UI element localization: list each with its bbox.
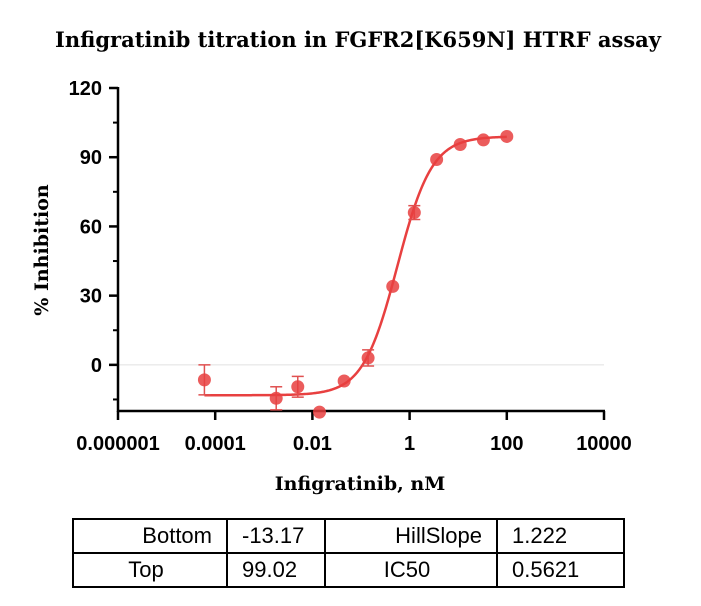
x-tick-label: 1: [404, 433, 415, 455]
data-point: [361, 351, 375, 365]
data-point: [476, 133, 490, 147]
param-name-bottom: Bottom: [72, 518, 228, 554]
table-row: Top 99.02 IC50 0.5621: [72, 552, 625, 588]
fit-layer: [204, 135, 507, 397]
chart-title: Infigratinib titration in FGFR2[K659N] H…: [55, 27, 662, 52]
x-tick-label: 0.000001: [76, 433, 159, 455]
data-point: [386, 279, 400, 293]
y-tick-label: 90: [80, 147, 102, 169]
data-point: [197, 373, 211, 387]
param-value-top: 99.02: [226, 552, 326, 588]
y-tick-label: 0: [91, 355, 102, 377]
x-tick-label: 0.0001: [185, 433, 246, 455]
chart: Infigratinib titration in FGFR2[K659N] H…: [31, 27, 662, 495]
parameters-table: Bottom -13.17 HillSlope 1.222 Top 99.02 …: [72, 518, 625, 588]
y-axis-title: % Inhibition: [31, 184, 53, 316]
y-tick-label: 30: [80, 286, 102, 308]
data-point: [337, 374, 351, 388]
axes-layer: 0 30 60 90 120 0.000001 0.0001 0.01 1 100 10000: [69, 78, 632, 455]
param-value-ic50: 0.5621: [496, 552, 625, 588]
y-tick-label: 120: [69, 78, 102, 100]
param-name-hillslope: HillSlope: [324, 518, 498, 554]
data-point: [269, 391, 283, 405]
fit-curve: [204, 135, 507, 397]
param-value-hillslope: 1.222: [496, 518, 625, 554]
x-tick-label: 100: [490, 433, 523, 455]
data-point: [453, 138, 467, 152]
data-point: [313, 405, 327, 419]
data-point: [430, 153, 444, 167]
x-tick-label: 10000: [576, 433, 632, 455]
data-point: [291, 380, 305, 394]
param-value-bottom: -13.17: [226, 518, 326, 554]
param-name-ic50: IC50: [324, 552, 498, 588]
table-row: Bottom -13.17 HillSlope 1.222: [72, 518, 625, 554]
data-point: [407, 206, 421, 220]
y-tick-label: 60: [80, 216, 102, 238]
param-name-top: Top: [72, 552, 228, 588]
x-tick-label: 0.01: [293, 433, 332, 455]
data-point: [500, 129, 514, 143]
x-axis-title: Infigratinib, nM: [275, 473, 446, 495]
points-layer: [197, 129, 514, 419]
